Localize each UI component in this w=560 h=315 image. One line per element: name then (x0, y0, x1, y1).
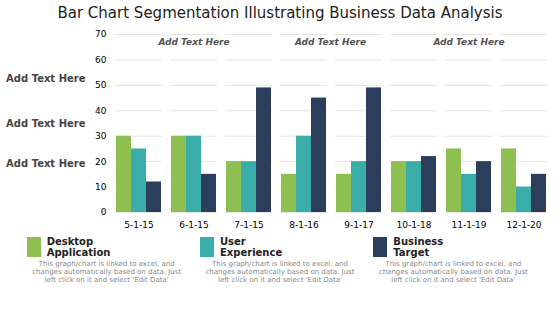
html-text:This graph/chart is linked to: This graph/chart is linked to excel, and… (378, 260, 528, 284)
svg-text:12-1-20: 12-1-20 (506, 220, 541, 230)
html-text:Desktop Application: Desktop Application (46, 236, 111, 258)
svg-text:50: 50 (95, 80, 107, 90)
html-text:Bar Chart Segmentation Illustr: Bar Chart Segmentation Illustrating Busi… (57, 4, 503, 22)
svg-text:8-1-16: 8-1-16 (289, 220, 319, 230)
html-text:This graph/chart is linked to: This graph/chart is linked to excel, and… (32, 260, 182, 284)
svg-text:0: 0 (101, 207, 107, 217)
svg-text:10: 10 (95, 182, 107, 192)
svg-text:9-1-17: 9-1-17 (344, 220, 373, 230)
svg-text:40: 40 (95, 106, 107, 116)
svg-text:20: 20 (95, 157, 107, 167)
svg-text:Add Text Here: Add Text Here (6, 118, 86, 129)
svg-text:Add Text Here: Add Text Here (157, 37, 229, 47)
svg-text:5-1-15: 5-1-15 (124, 220, 153, 230)
html-text:This graph/chart is linked to: This graph/chart is linked to excel, and… (205, 260, 355, 284)
svg-text:Add Text Here: Add Text Here (294, 37, 366, 47)
svg-text:70: 70 (95, 29, 107, 39)
svg-text:Add Text Here: Add Text Here (6, 73, 86, 84)
svg-text:6-1-15: 6-1-15 (179, 220, 208, 230)
svg-text:Add Text Here: Add Text Here (432, 37, 504, 47)
svg-text:60: 60 (95, 55, 107, 65)
svg-text:10-1-18: 10-1-18 (396, 220, 431, 230)
svg-text:7-1-15: 7-1-15 (234, 220, 263, 230)
svg-text:Add Text Here: Add Text Here (6, 158, 86, 169)
svg-text:11-1-19: 11-1-19 (451, 220, 486, 230)
html-text:Business Target: Business Target (393, 236, 444, 258)
html-text:User Experience: User Experience (220, 236, 283, 258)
svg-text:30: 30 (95, 131, 107, 141)
